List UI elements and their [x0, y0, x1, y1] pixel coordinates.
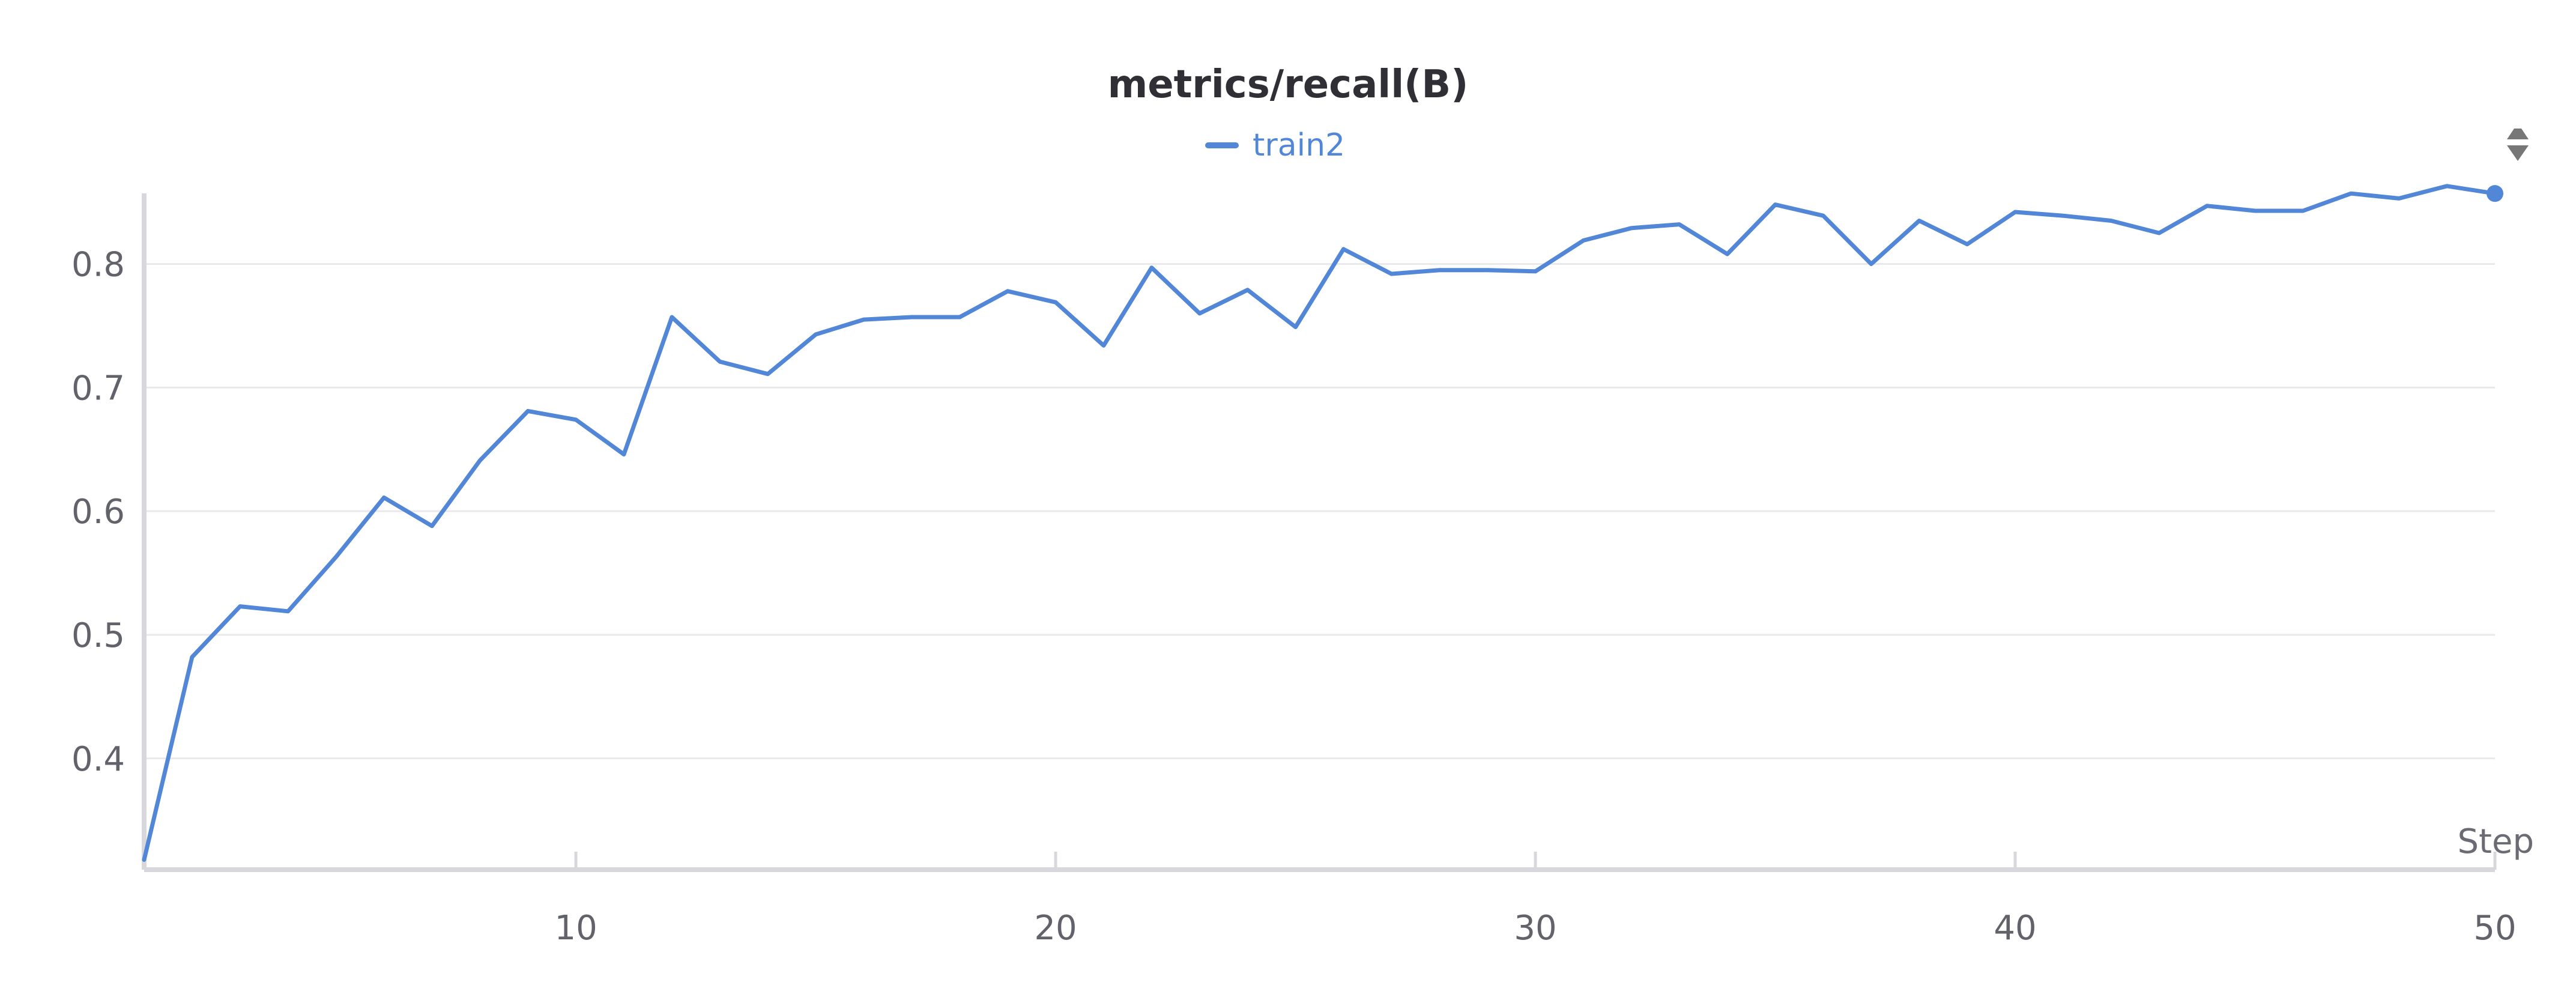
- x-axis-tick-labels: 10 20 30 40 50: [554, 909, 2516, 948]
- x-axis-title: Step: [2457, 822, 2534, 861]
- y-axis-tick-labels: 0.4 0.5 0.6 0.7 0.8: [71, 245, 125, 778]
- chart-series: [142, 184, 2503, 862]
- y-tick-label: 0.5: [71, 616, 125, 655]
- y-tick-label: 0.8: [71, 245, 125, 284]
- x-tick-label: 30: [1514, 909, 1556, 948]
- x-tick-label: 50: [2473, 909, 2516, 948]
- chart-title: metrics/recall(B): [1108, 62, 1469, 107]
- series-line-train2: [142, 184, 2497, 862]
- x-tick-label: 20: [1034, 909, 1077, 948]
- y-tick-label: 0.7: [71, 369, 125, 408]
- x-tick-label: 10: [554, 909, 597, 948]
- series-end-point: [2487, 185, 2503, 202]
- legend-label-train2: train2: [1253, 127, 1345, 163]
- y-gridlines: [144, 262, 2495, 760]
- legend[interactable]: train2: [1205, 127, 1345, 163]
- y-tick-label: 0.6: [71, 492, 125, 532]
- scroll-arrows-icon[interactable]: [2502, 127, 2529, 165]
- axes: [142, 193, 2497, 872]
- y-tick-label: 0.4: [71, 740, 125, 779]
- x-tick-label: 40: [1994, 909, 2036, 948]
